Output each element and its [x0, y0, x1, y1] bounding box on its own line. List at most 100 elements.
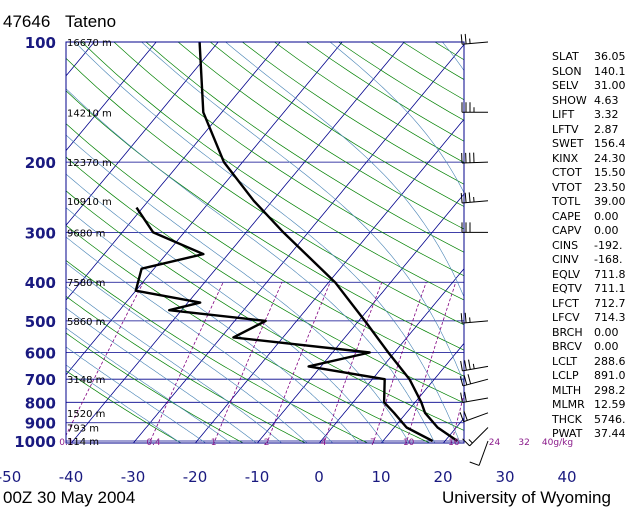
height-label: 9680 m [67, 228, 105, 239]
index-name: LCLP [552, 369, 579, 382]
dry-adiabat-line [66, 123, 464, 377]
dry-adiabat-line [113, 42, 464, 277]
index-row: TOTL 39.00 [552, 195, 640, 209]
dry-adiabat-line [66, 260, 369, 443]
index-value: 140.1 [594, 64, 626, 78]
wind-barbs [459, 33, 489, 466]
pressure-tick-label: 1000 [14, 433, 56, 451]
dry-adiabat-line [66, 370, 182, 443]
index-name: MLTH [552, 383, 582, 397]
station-id: 47646 [3, 12, 51, 31]
wind-barb [460, 192, 489, 204]
wind-barb [461, 152, 489, 164]
dry-adiabat-line [177, 42, 464, 230]
moist-adiabat-line [66, 346, 207, 443]
moist-adiabat-line [66, 134, 410, 443]
moist-adiabat-line [66, 262, 308, 443]
index-name: BRCH [552, 325, 583, 339]
moist-adiabat-line [66, 307, 257, 443]
index-value: 24.30 [594, 151, 626, 165]
sounding-lines [134, 42, 459, 443]
wind-barb-flag [464, 312, 467, 323]
mixing-ratio-line [66, 282, 144, 437]
mixing-ratio-line [323, 282, 383, 443]
chart-labels: 0.1 0.4 1 2 4 7 10 16 24 32 40g/kg1002003004005006… [0, 34, 577, 486]
index-value: 0.00 [594, 209, 619, 223]
index-value: 12.59 [594, 398, 626, 411]
isotherm-line [66, 42, 219, 226]
pressure-tick-label: 100 [25, 34, 56, 52]
mixing-ratio-line [491, 282, 533, 449]
temperature-tick-label: 30 [495, 468, 514, 486]
mixing-ratio-label: 32 [518, 438, 529, 448]
station-name: Tateno [65, 12, 117, 31]
index-value: -168. [594, 253, 623, 266]
wind-barb [462, 427, 489, 447]
wind-barb [460, 312, 489, 324]
index-value: 0.00 [594, 340, 619, 353]
wind-barb-flag [462, 438, 470, 447]
index-name: BRCV [552, 340, 582, 353]
isotherm-line [66, 42, 157, 152]
index-value: 714.3 [594, 311, 626, 324]
wind-barb-flag [464, 391, 467, 402]
station-header: 47646 Tateno [3, 12, 116, 32]
dry-adiabat-line [66, 332, 244, 443]
index-name: VTOT [552, 180, 582, 194]
index-row: EQTV 711.1 [552, 282, 640, 296]
index-row: VTOT 23.50 [552, 181, 640, 195]
index-value: 39.00 [594, 195, 626, 208]
wind-barb-flag [464, 192, 467, 203]
index-row: LFCV 714.3 [552, 311, 640, 325]
index-value: 5746. [594, 412, 626, 426]
plot-frame [65, 41, 465, 444]
index-row: KINX 24.30 [552, 152, 640, 166]
mixing-ratio-line [213, 282, 283, 443]
wind-barb [460, 391, 489, 403]
index-name: CTOT [552, 166, 582, 179]
pressure-tick-label: 600 [25, 344, 56, 362]
wind-barb-flag [459, 376, 464, 387]
index-row: CINS -192. [552, 239, 640, 253]
pressure-tick-label: 200 [25, 154, 56, 172]
height-label: 10910 m [67, 197, 112, 208]
index-value: 15.50 [594, 166, 626, 179]
wind-barb-flag [463, 375, 468, 386]
wind-barb-shaft [461, 161, 489, 164]
temperature-tick-label: 20 [433, 468, 452, 486]
isotherm-line [70, 42, 405, 443]
isotherm-line [66, 42, 281, 301]
dry-adiabat-line [66, 57, 464, 326]
index-value: 36.05 [594, 50, 626, 63]
index-value: 37.44 [594, 427, 626, 440]
index-row: BRCH 0.00 [552, 326, 640, 340]
pressure-tick-label: 700 [25, 371, 56, 389]
dry-adiabat-line [145, 42, 464, 253]
height-label: 16670 m [67, 38, 112, 49]
index-row: SLON 140.1 [552, 65, 640, 79]
mixing-ratio-label: 4 [321, 438, 327, 448]
chart-grid [66, 42, 533, 449]
pressure-tick-label: 300 [25, 224, 56, 242]
index-name: CINS [552, 238, 579, 252]
moist-adiabat-line [74, 42, 461, 443]
index-row: CTOT 15.50 [552, 166, 640, 180]
height-label: 114 m [67, 437, 99, 448]
isotherm-line [194, 118, 464, 443]
index-row: CAPE 0.00 [552, 210, 640, 224]
wind-barb [461, 222, 488, 233]
index-value: 156.4 [594, 137, 626, 150]
index-name: LFCV [552, 311, 580, 324]
index-value: 288.6 [594, 354, 626, 368]
index-name: SWET [552, 137, 584, 150]
temperature-tick-label: -50 [0, 468, 21, 486]
dry-adiabat-line [66, 190, 464, 431]
temperature-tick-label: -20 [183, 468, 208, 486]
height-label: 3148 m [67, 375, 105, 386]
dewpoint-profile [134, 206, 434, 443]
moist-adiabat-line [66, 88, 436, 443]
wind-barb [469, 440, 489, 466]
mixing-ratio-label: 16 [448, 438, 460, 448]
index-name: EQLV [552, 267, 581, 281]
